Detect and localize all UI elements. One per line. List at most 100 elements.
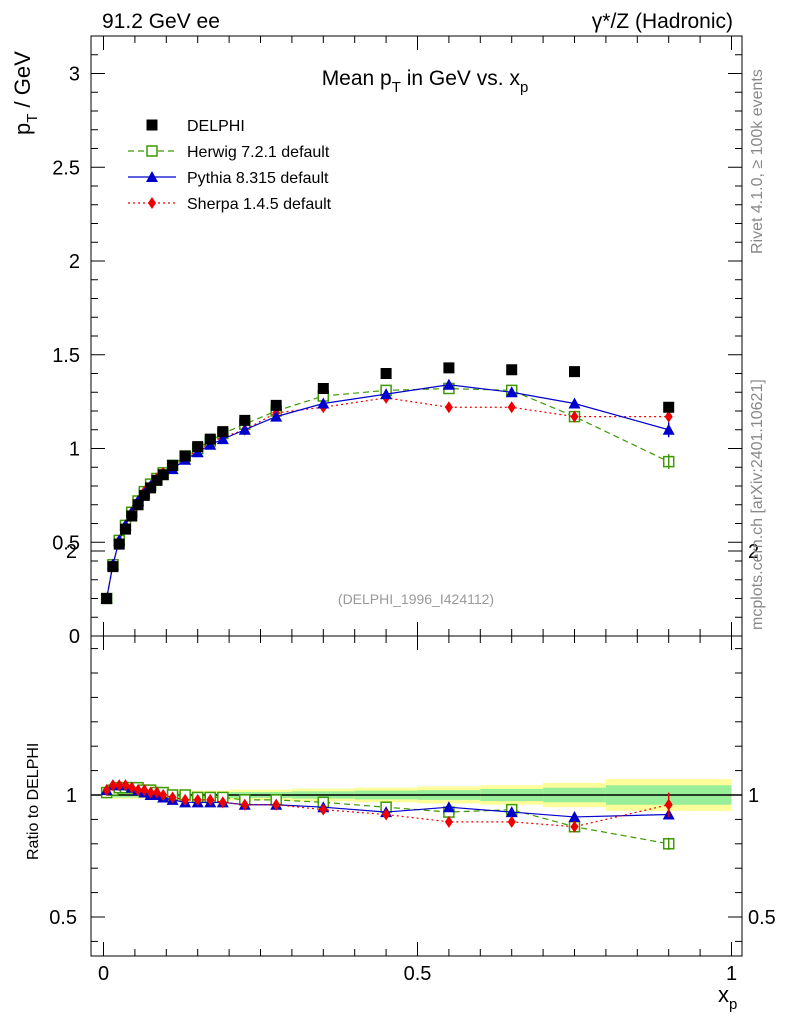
ratio-tick-label: 1 <box>66 785 77 807</box>
delphi-point <box>167 459 179 471</box>
axis-ticks <box>91 36 742 956</box>
delphi-point <box>239 414 251 426</box>
sherpa-point <box>570 410 579 423</box>
ratio-tick-label: 0.5 <box>49 907 77 929</box>
sherpa-ratio-point <box>159 789 168 801</box>
mcplots-label: mcplots.cern.ch [arXiv:2401.10621] <box>749 379 766 630</box>
delphi-point <box>506 364 518 376</box>
delphi-point <box>270 399 282 411</box>
pythia-point <box>380 388 393 400</box>
sherpa-ratio-point <box>218 796 227 809</box>
y-tick-label: 2.5 <box>52 157 80 179</box>
sherpa-ratio-point <box>168 791 177 804</box>
delphi-point <box>126 510 138 522</box>
main-plot-series <box>100 362 675 605</box>
sherpa-ratio-point <box>127 781 136 794</box>
legend-sherpa-marker <box>148 197 156 209</box>
x-tick-label: 1 <box>726 963 737 985</box>
delphi-point <box>317 383 329 394</box>
sherpa-ratio-point <box>319 803 328 816</box>
y-tick-label: 0 <box>69 626 80 648</box>
ratio-tick-label-right: 0.5 <box>748 907 776 929</box>
pythia-ratio-point <box>568 810 581 822</box>
sherpa-ratio-point <box>115 779 124 792</box>
x-tick-label: 0.5 <box>404 963 432 985</box>
x-axis-label: xp <box>718 982 737 1013</box>
header-left: 91.2 GeV ee <box>102 10 220 33</box>
delphi-point <box>443 362 455 374</box>
pythia-point <box>270 410 283 422</box>
y-tick-label: 0.5 <box>52 532 80 554</box>
sherpa-ratio-point <box>152 786 161 799</box>
legend-delphi-marker <box>146 119 158 131</box>
sherpa-ratio-point <box>146 786 155 799</box>
legend-pythia-label: Pythia 8.315 default <box>187 170 329 187</box>
delphi-point <box>107 561 119 573</box>
pythia-ratio-point <box>442 801 455 813</box>
delphi-point <box>151 474 163 486</box>
legend-herwig-label: Herwig 7.2.1 default <box>187 144 330 161</box>
herwig-line <box>106 387 669 599</box>
legend-delphi-label: DELPHI <box>187 118 245 135</box>
y-tick-label: 1 <box>69 439 80 461</box>
delphi-point <box>192 441 204 453</box>
y-tick-label: 1.5 <box>52 345 80 367</box>
sherpa-ratio-point <box>444 815 453 828</box>
delphi-point <box>138 489 150 501</box>
sherpa-ratio-point <box>193 793 202 806</box>
sherpa-ratio-point <box>181 793 190 806</box>
axis-tick-labels: 0 0.5 1 0 0.5 1 1.5 2 2.5 3 0.5 0.5 1 1 2 2 <box>49 64 776 986</box>
ratio-frame <box>90 635 743 957</box>
ratio-tick-label-right: 1 <box>748 785 759 807</box>
delphi-point <box>663 401 675 413</box>
header-right: γ*/Z (Hadronic) <box>592 10 733 33</box>
delphi-point <box>204 433 216 445</box>
sherpa-line <box>106 397 669 599</box>
delphi-point <box>113 538 125 550</box>
sherpa-point <box>444 401 453 414</box>
ratio-y-axis-label: Ratio to DELPHI <box>25 743 42 860</box>
y-tick-label: 3 <box>69 64 80 86</box>
legend: DELPHI Herwig 7.2.1 default Pythia 8.315 d… <box>128 118 332 213</box>
sherpa-ratio-point <box>108 779 117 792</box>
analysis-watermark: (DELPHI_1996_I424112) <box>338 591 494 607</box>
sherpa-ratio-point <box>134 784 143 797</box>
ratio-tick-label-right: 2 <box>748 541 759 563</box>
sherpa-ratio-point <box>507 815 516 828</box>
ratio-tick-label: 2 <box>66 541 77 563</box>
delphi-point <box>179 450 191 462</box>
sherpa-ratio-point <box>272 798 281 811</box>
pythia-ratio-point <box>505 806 518 818</box>
rivet-version-label: Rivet 4.1.0, ≥ 100k events <box>749 69 766 254</box>
delphi-point <box>569 366 580 378</box>
delphi-point <box>217 426 229 438</box>
sherpa-ratio-point <box>240 798 249 811</box>
sherpa-ratio-point <box>206 793 215 806</box>
sherpa-ratio-point <box>570 820 579 833</box>
legend-herwig-marker <box>146 145 158 157</box>
sherpa-ratio-point <box>140 784 149 797</box>
sherpa-ratio-point <box>102 784 111 797</box>
sherpa-ratio-point <box>382 808 391 821</box>
legend-sherpa-label: Sherpa 1.4.5 default <box>187 196 332 213</box>
delphi-point <box>145 482 157 494</box>
ratio-plot-series <box>100 779 675 850</box>
delphi-point <box>380 368 392 379</box>
pythia-point <box>317 397 330 409</box>
delphi-point <box>101 593 113 604</box>
pythia-point <box>505 386 518 398</box>
legend-pythia-marker <box>146 171 158 182</box>
pythia-point <box>238 423 251 435</box>
pythia-point <box>216 433 229 445</box>
delphi-point <box>119 523 131 535</box>
sherpa-ratio-point <box>121 779 130 792</box>
pythia-point <box>442 378 455 390</box>
delphi-point <box>132 499 144 511</box>
x-tick-label: 0 <box>98 963 109 985</box>
chart-title: Mean pT in GeV vs. xp <box>322 67 529 96</box>
y-tick-label: 2 <box>69 251 80 273</box>
y-axis-label: pT / GeV <box>10 51 41 135</box>
sherpa-point <box>664 410 673 423</box>
sherpa-point <box>507 401 516 414</box>
